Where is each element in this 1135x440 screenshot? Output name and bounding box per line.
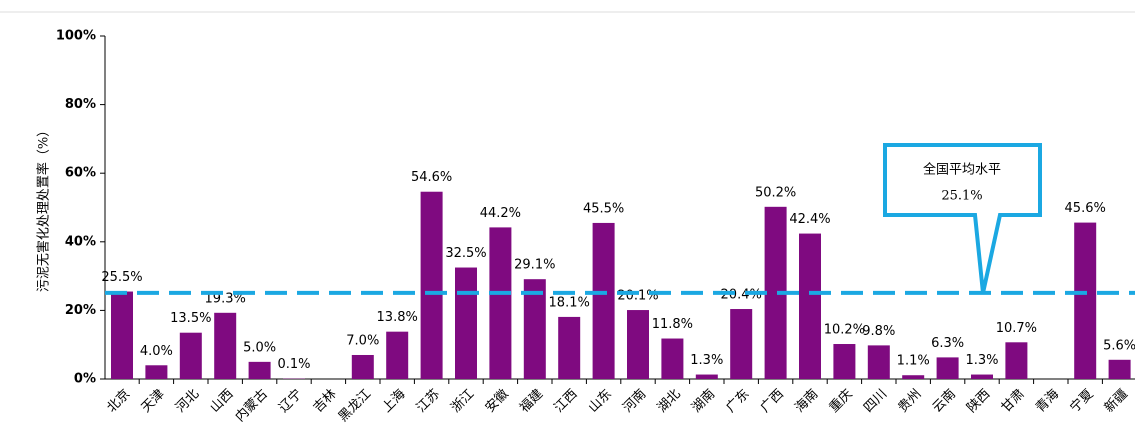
- bar: [936, 357, 959, 379]
- bar: [592, 222, 615, 379]
- x-tick-label: 青海: [1033, 387, 1062, 416]
- y-tick-label: 100%: [56, 29, 96, 44]
- x-tick-label: 浙江: [448, 387, 477, 416]
- bar: [489, 227, 512, 379]
- value-label: 0.1%: [277, 357, 310, 372]
- bar: [661, 338, 684, 379]
- x-tick-label: 北京: [104, 387, 133, 416]
- x-tick-label: 江苏: [413, 386, 443, 416]
- x-tick-label: 吉林: [311, 387, 340, 416]
- bar: [351, 354, 374, 379]
- x-tick-label: 四川: [861, 387, 890, 416]
- value-label: 50.2%: [755, 185, 796, 200]
- callout-box: [883, 143, 1042, 294]
- x-tick-label: 辽宁: [276, 386, 306, 416]
- y-tick-label: 60%: [65, 166, 96, 181]
- x-tick-label: 黑龙江: [336, 387, 374, 425]
- bar: [214, 312, 237, 379]
- value-label: 1.3%: [965, 353, 998, 368]
- bar: [523, 279, 546, 379]
- bar: [111, 291, 133, 379]
- bar: [833, 344, 856, 379]
- bar: [455, 267, 477, 379]
- x-tick-label: 广西: [758, 387, 787, 416]
- value-label: 20.4%: [721, 288, 762, 303]
- value-label: 44.2%: [480, 206, 521, 221]
- value-label: 18.1%: [549, 295, 590, 310]
- x-tick-label: 安徽: [483, 387, 512, 416]
- y-tick-label: 80%: [65, 97, 96, 112]
- x-tick-label: 海南: [792, 386, 822, 416]
- x-tick-label: 湖北: [655, 387, 684, 416]
- callout-value: 25.1%: [941, 189, 982, 204]
- x-tick-label: 云南: [929, 386, 959, 416]
- value-label: 10.7%: [996, 321, 1037, 336]
- value-label: 4.0%: [140, 344, 173, 359]
- x-tick-label: 陕西: [964, 387, 993, 416]
- bar: [764, 206, 787, 379]
- x-tick-label: 山西: [208, 387, 237, 416]
- bar: [971, 374, 993, 379]
- x-tick-label: 福建: [517, 387, 546, 416]
- value-label: 19.3%: [205, 291, 246, 306]
- x-tick-label: 内蒙古: [232, 386, 271, 425]
- x-tick-label: 河南: [620, 386, 650, 416]
- bar: [420, 191, 443, 379]
- bar: [695, 374, 718, 379]
- value-label: 1.1%: [897, 354, 930, 369]
- x-tick-label: 贵州: [896, 387, 925, 416]
- value-label: 5.0%: [243, 340, 276, 355]
- bar: [902, 375, 925, 379]
- x-tick-label: 重庆: [826, 386, 856, 416]
- value-label: 6.3%: [931, 336, 964, 351]
- y-tick-label: 40%: [65, 234, 96, 249]
- y-axis-label: 污泥无害化处理处置率（%）: [36, 124, 52, 292]
- y-tick-label: 0%: [74, 372, 96, 387]
- x-tick-label: 新疆: [1101, 386, 1131, 416]
- y-tick-label: 20%: [65, 303, 96, 318]
- value-label: 42.4%: [789, 212, 830, 227]
- value-label: 29.1%: [514, 258, 555, 273]
- value-label: 54.6%: [411, 170, 452, 185]
- value-label: 1.3%: [690, 353, 723, 368]
- value-label: 45.5%: [583, 201, 624, 216]
- value-label: 5.6%: [1103, 338, 1135, 353]
- x-tick-label: 山东: [586, 387, 615, 416]
- bar: [1074, 222, 1097, 379]
- x-tick-label: 天津: [139, 387, 168, 416]
- value-label: 7.0%: [346, 333, 379, 348]
- bar: [248, 361, 271, 379]
- bar: [867, 345, 890, 379]
- bar: [386, 331, 409, 379]
- bar: [1108, 359, 1131, 379]
- bar: [1005, 342, 1028, 379]
- bar: [179, 332, 202, 379]
- bar: [799, 233, 821, 379]
- value-label: 25.5%: [101, 270, 142, 285]
- x-tick-label: 上海: [380, 387, 409, 416]
- x-tick-label: 江西: [552, 387, 581, 416]
- value-label: 13.8%: [377, 310, 418, 325]
- value-label: 13.5%: [170, 311, 211, 326]
- x-tick-label: 河北: [173, 387, 202, 416]
- callout-title: 全国平均水平: [923, 162, 1001, 178]
- x-tick-label: 甘肃: [999, 387, 1028, 416]
- x-tick-label: 宁夏: [1067, 386, 1097, 416]
- value-label: 45.6%: [1065, 201, 1106, 216]
- value-label: 32.5%: [445, 246, 486, 261]
- bar: [145, 365, 168, 379]
- value-label: 9.8%: [862, 324, 895, 339]
- x-tick-label: 广东: [724, 387, 753, 416]
- bar: [627, 310, 649, 379]
- bar: [730, 309, 753, 379]
- value-label: 10.2%: [824, 323, 865, 338]
- bar: [558, 316, 581, 379]
- value-label: 11.8%: [652, 317, 693, 332]
- value-label: 20.1%: [617, 289, 658, 304]
- x-tick-label: 湖南: [688, 386, 718, 416]
